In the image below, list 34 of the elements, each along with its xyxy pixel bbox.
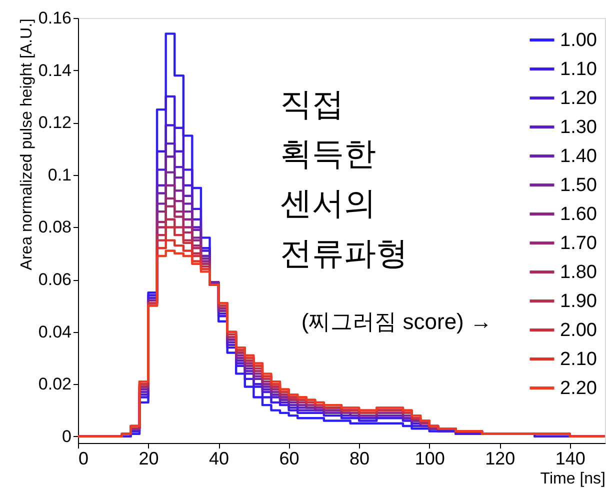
legend-label: 1.60 (560, 204, 597, 225)
y-tick-label: 0 (62, 426, 72, 446)
legend-label: 2.00 (560, 320, 597, 341)
legend-label: 1.50 (560, 175, 597, 196)
y-tick-label: 0.1 (48, 165, 72, 184)
annotation: 직접 획득한 센서의 전류파형 (280, 86, 408, 271)
x-tick-label: 100 (414, 448, 445, 468)
x-tick-label: 40 (209, 448, 230, 468)
y-tick-label: 0.16 (38, 8, 72, 28)
y-tick-label: 0.08 (38, 218, 72, 237)
legend-label: 1.40 (560, 146, 597, 167)
x-axis-title: Time [ns] (540, 470, 606, 488)
x-tick-label: 20 (138, 448, 159, 468)
x-tick-label: 80 (350, 448, 370, 468)
legend-label: 1.00 (560, 30, 597, 51)
x-tick-label: 120 (485, 448, 516, 468)
y-tick-label: 0.14 (38, 60, 72, 80)
legend-label: 1.30 (560, 117, 597, 138)
x-tick-label: 0 (78, 448, 89, 468)
annotation: (찌그러짐 score) → (301, 309, 492, 334)
y-axis-title: Area normalized pulse height [A.U.] (18, 18, 36, 270)
legend-label: 1.20 (560, 88, 597, 109)
legend-label: 1.80 (560, 262, 597, 283)
legend-label: 1.70 (560, 233, 597, 254)
legend-label: 1.10 (560, 59, 597, 80)
legend-label: 2.10 (560, 349, 597, 370)
legend-label: 2.20 (560, 378, 597, 399)
legend-label: 1.90 (560, 291, 597, 312)
x-tick-label: 140 (555, 448, 586, 468)
x-tick-label: 60 (279, 448, 300, 468)
y-tick-label: 0.04 (38, 322, 72, 342)
y-tick-label: 0.12 (38, 113, 72, 132)
y-tick-label: 0.06 (38, 270, 72, 290)
y-tick-label: 0.02 (38, 374, 72, 394)
